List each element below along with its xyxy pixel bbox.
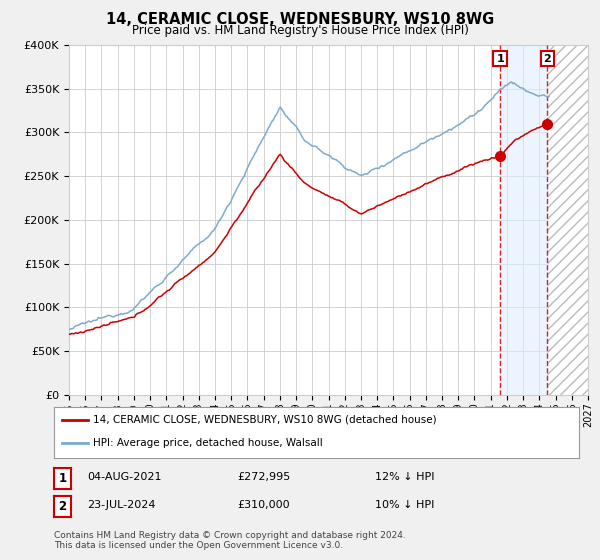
Bar: [547, 45, 588, 395]
Text: 14, CERAMIC CLOSE, WEDNESBURY, WS10 8WG: 14, CERAMIC CLOSE, WEDNESBURY, WS10 8WG: [106, 12, 494, 27]
Text: Price paid vs. HM Land Registry's House Price Index (HPI): Price paid vs. HM Land Registry's House …: [131, 24, 469, 37]
Text: 12% ↓ HPI: 12% ↓ HPI: [375, 472, 434, 482]
Text: £272,995: £272,995: [237, 472, 290, 482]
Text: HPI: Average price, detached house, Walsall: HPI: Average price, detached house, Wals…: [94, 438, 323, 449]
Text: 10% ↓ HPI: 10% ↓ HPI: [375, 500, 434, 510]
Text: 2: 2: [58, 500, 67, 514]
Text: 2: 2: [544, 54, 551, 63]
Text: 04-AUG-2021: 04-AUG-2021: [87, 472, 161, 482]
Text: Contains HM Land Registry data © Crown copyright and database right 2024.
This d: Contains HM Land Registry data © Crown c…: [54, 531, 406, 550]
Text: 1: 1: [496, 54, 504, 63]
Bar: [500, 45, 547, 395]
Text: 23-JUL-2024: 23-JUL-2024: [87, 500, 155, 510]
Text: £310,000: £310,000: [237, 500, 290, 510]
Text: 1: 1: [58, 472, 67, 486]
Text: 14, CERAMIC CLOSE, WEDNESBURY, WS10 8WG (detached house): 14, CERAMIC CLOSE, WEDNESBURY, WS10 8WG …: [94, 415, 437, 424]
